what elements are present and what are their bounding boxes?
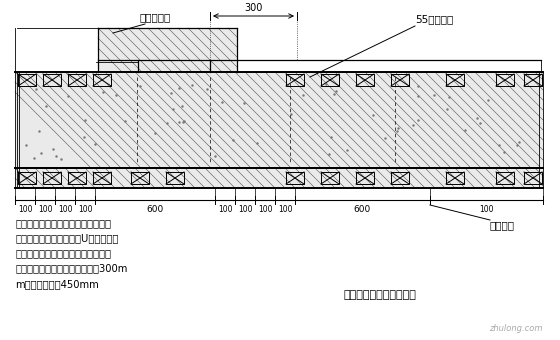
- Text: 大模板与小钢模连接构造: 大模板与小钢模连接构造: [344, 290, 417, 300]
- Bar: [496, 74, 514, 86]
- Bar: [98, 28, 237, 72]
- Bar: [18, 172, 36, 184]
- Bar: [43, 74, 61, 86]
- Text: 600: 600: [354, 205, 371, 214]
- Text: 定型钢模板: 定型钢模板: [139, 12, 171, 22]
- Bar: [446, 172, 464, 184]
- Bar: [15, 72, 543, 168]
- Bar: [391, 74, 409, 86]
- Bar: [15, 168, 543, 188]
- Text: 100: 100: [18, 205, 32, 214]
- Bar: [496, 172, 514, 184]
- Bar: [446, 74, 464, 86]
- Text: 600: 600: [146, 205, 164, 214]
- Bar: [286, 172, 304, 184]
- Text: 100: 100: [278, 205, 292, 214]
- Text: 100: 100: [218, 205, 232, 214]
- Text: 100: 100: [258, 205, 272, 214]
- Text: 100: 100: [58, 205, 72, 214]
- Bar: [286, 74, 304, 86]
- Bar: [356, 74, 374, 86]
- Bar: [524, 74, 542, 86]
- Text: 100: 100: [78, 205, 92, 214]
- Bar: [321, 74, 339, 86]
- Text: 300: 300: [244, 3, 263, 13]
- Bar: [93, 172, 111, 184]
- Bar: [43, 172, 61, 184]
- Bar: [356, 172, 374, 184]
- Bar: [68, 172, 86, 184]
- Bar: [166, 172, 184, 184]
- Text: 100: 100: [38, 205, 52, 214]
- Bar: [18, 74, 36, 86]
- Text: 止水螺杆: 止水螺杆: [490, 220, 515, 230]
- Text: 55型钢模板: 55型钢模板: [415, 14, 453, 24]
- Text: 100: 100: [238, 205, 252, 214]
- Bar: [391, 172, 409, 184]
- Text: zhulong.com: zhulong.com: [489, 324, 543, 333]
- Bar: [524, 172, 542, 184]
- Text: 100: 100: [479, 205, 494, 214]
- Bar: [68, 74, 86, 86]
- Text: 注：大模板与小钢模连接处，定型作
成与小钢模孔径对应，用U型卡满布连
接固定，墙面支撑体系按照常规做法
柱两侧第一排止水螺杆竖向间距300m
m，其余间距为45: 注：大模板与小钢模连接处，定型作 成与小钢模孔径对应，用U型卡满布连 接固定，墙…: [15, 218, 127, 289]
- Bar: [321, 172, 339, 184]
- Bar: [93, 74, 111, 86]
- Bar: [131, 172, 149, 184]
